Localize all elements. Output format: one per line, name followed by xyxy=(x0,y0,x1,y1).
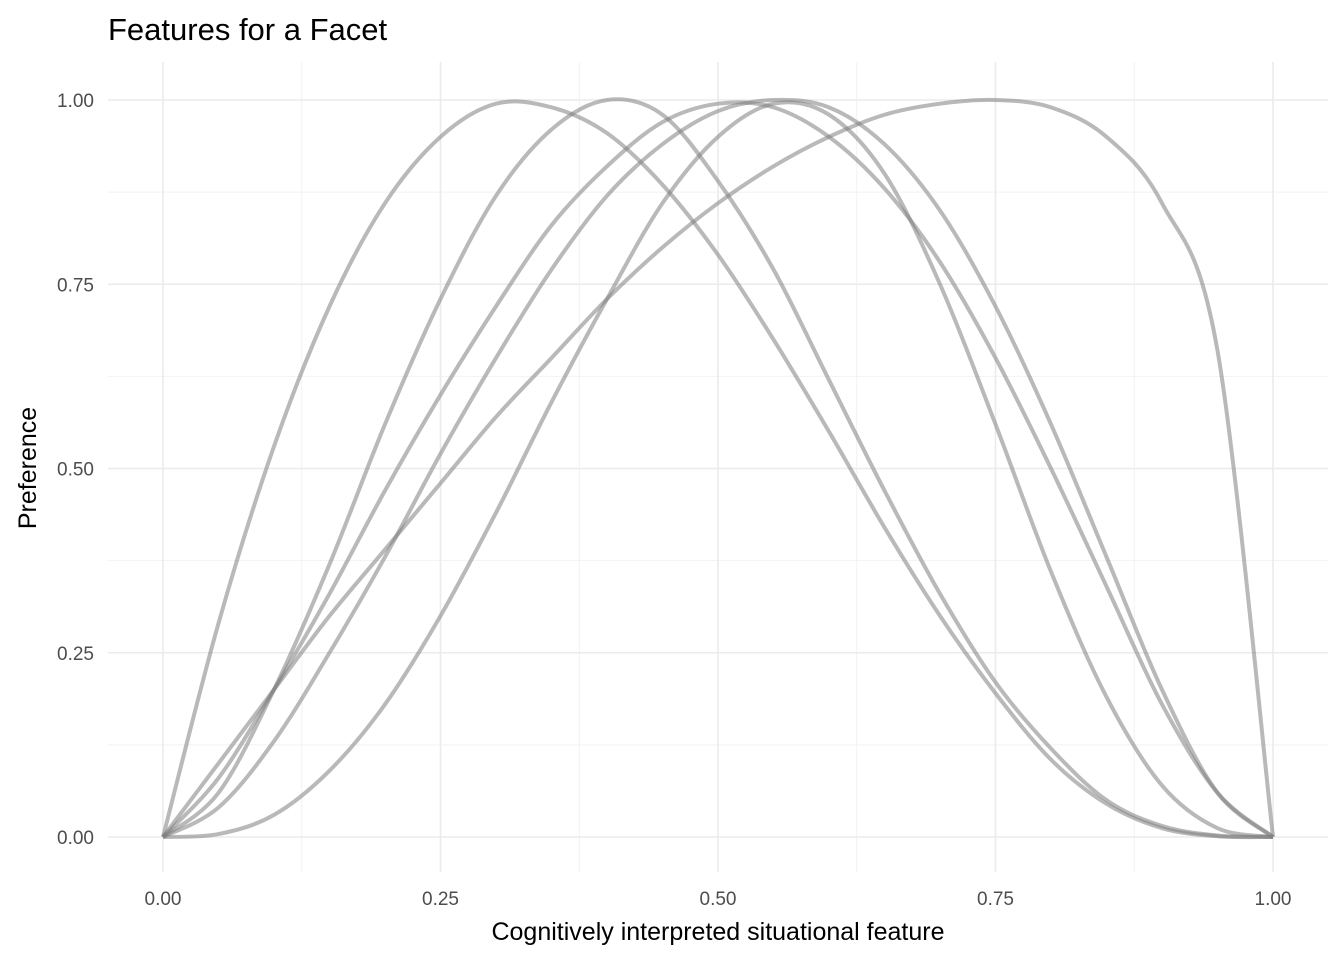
x-tick-label: 1.00 xyxy=(1255,889,1292,910)
series-line-5 xyxy=(162,97,1275,839)
y-tick-label: 1.00 xyxy=(57,91,94,112)
y-tick-label: 0.00 xyxy=(57,828,94,849)
series-line-3 xyxy=(161,100,1275,839)
x-tick-label: 0.50 xyxy=(700,889,737,910)
y-tick-label: 0.50 xyxy=(57,460,94,481)
series-line-4 xyxy=(162,100,1274,839)
series-line-1 xyxy=(161,99,1274,840)
y-tick-label: 0.25 xyxy=(57,644,94,665)
series-line-2 xyxy=(161,97,1274,839)
x-tick-label: 0.00 xyxy=(145,889,182,910)
y-tick-label: 0.75 xyxy=(57,275,94,296)
x-tick-label: 0.75 xyxy=(977,889,1014,910)
major-gridlines xyxy=(108,62,1328,872)
chart-title: Features for a Facet xyxy=(108,12,388,47)
y-axis-tick-labels: 0.00 0.25 0.50 0.75 1.00 xyxy=(57,91,94,849)
series-lines xyxy=(161,97,1275,840)
series-line-6 xyxy=(161,97,1275,839)
x-axis-tick-labels: 0.00 0.25 0.50 0.75 1.00 xyxy=(145,889,1292,910)
x-axis-title: Cognitively interpreted situational feat… xyxy=(491,918,944,946)
y-axis-title: Preference xyxy=(14,407,42,529)
x-tick-label: 0.25 xyxy=(422,889,459,910)
